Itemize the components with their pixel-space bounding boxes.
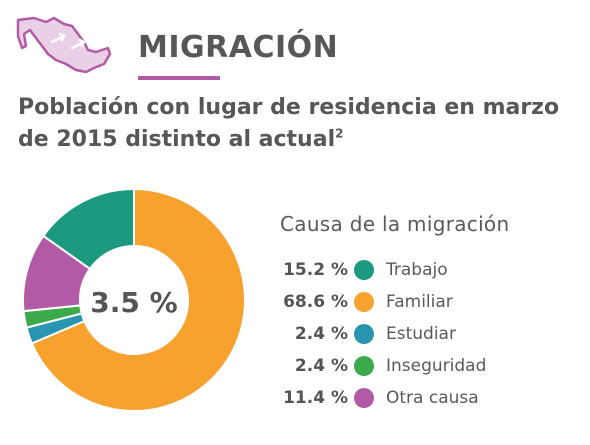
legend: 15.2 % Trabajo 68.6 % Familiar 2.4 % Estudiar… <box>262 254 486 414</box>
footnote-marker: 2 <box>335 126 344 141</box>
donut-slice-trabajo <box>41 188 135 271</box>
legend-item-inseguridad: 2.4 % Inseguridad <box>262 350 486 382</box>
legend-item-familiar: 68.6 % Familiar <box>262 286 486 318</box>
legend-value: 68.6 % <box>283 292 348 312</box>
legend-value: 2.4 % <box>294 324 348 344</box>
donut-center-label: 3.5 % <box>90 286 177 319</box>
legend-swatch <box>354 356 374 376</box>
legend-label: Inseguridad <box>386 356 487 376</box>
legend-item-estudiar: 2.4 % Estudiar <box>262 318 486 350</box>
legend-value: 11.4 % <box>283 388 348 408</box>
donut-slices <box>22 188 246 412</box>
chart-subtitle: Población con lugar de residencia en mar… <box>18 92 578 156</box>
donut-chart: 3.5 % <box>22 188 246 412</box>
page-title: MIGRACIÓN <box>138 30 339 65</box>
legend-item-otra-causa: 11.4 % Otra causa <box>262 382 486 414</box>
title-underline <box>138 76 220 80</box>
donut-slice-familiar <box>30 188 246 412</box>
legend-label: Trabajo <box>386 260 448 280</box>
legend-label: Familiar <box>386 292 453 312</box>
mexico-map-icon <box>16 16 112 74</box>
legend-swatch <box>354 260 374 280</box>
legend-title: Causa de la migración <box>280 212 510 236</box>
legend-swatch <box>354 324 374 344</box>
legend-value: 2.4 % <box>294 356 348 376</box>
legend-swatch <box>354 292 374 312</box>
legend-label: Estudiar <box>386 324 456 344</box>
legend-swatch <box>354 388 374 408</box>
legend-item-trabajo: 15.2 % Trabajo <box>262 254 486 286</box>
subtitle-text: Población con lugar de residencia en mar… <box>18 95 560 152</box>
legend-label: Otra causa <box>386 388 479 408</box>
legend-value: 15.2 % <box>283 260 348 280</box>
